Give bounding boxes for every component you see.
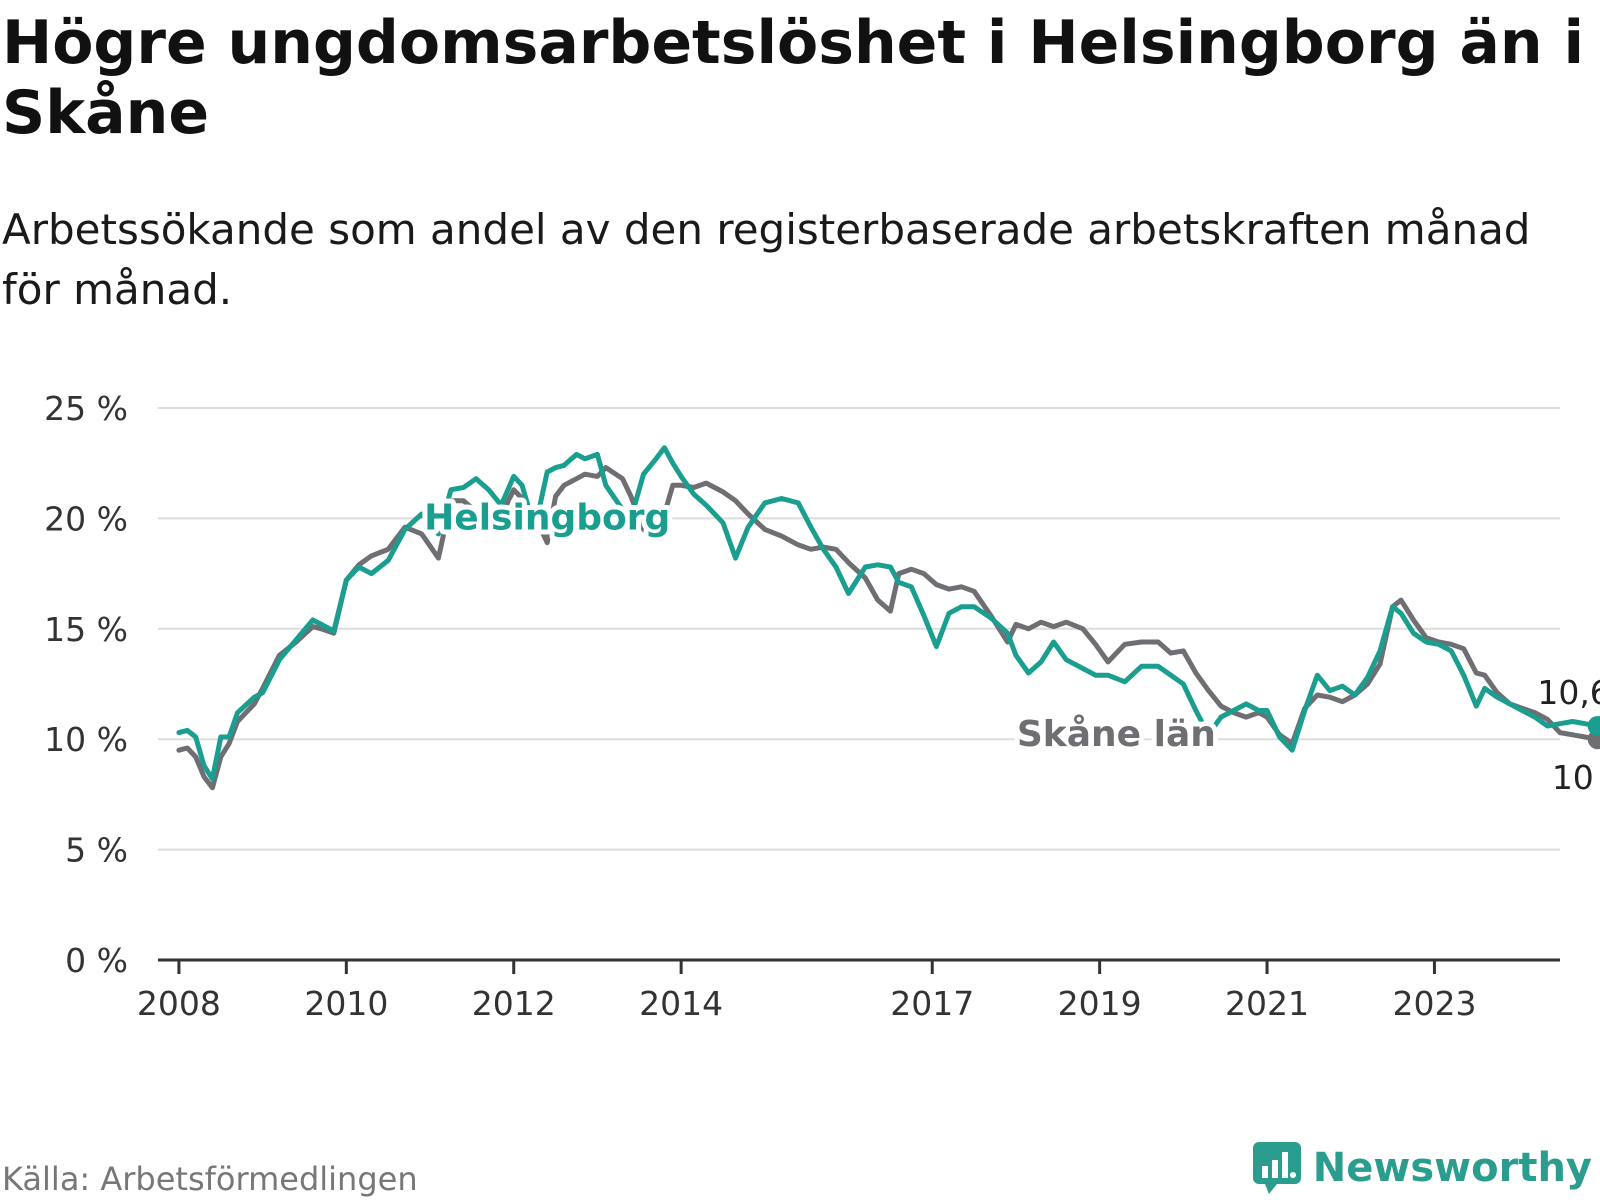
x-tick-label: 2019 [1058, 984, 1142, 1023]
chart-title: Högre ungdomsarbetslöshet i Helsingborg … [2, 8, 1585, 148]
end-value-label-skane: 10 % [1552, 758, 1600, 797]
x-tick-label: 2021 [1225, 984, 1309, 1023]
x-tick-label: 2010 [304, 984, 388, 1023]
y-axis-ticks: 0 % 5 % 10 % 15 % 20 % 25 % [44, 389, 128, 980]
brand-name: Newsworthy [1312, 1145, 1592, 1191]
chart-subtitle: Arbetssökande som andel av den registerb… [2, 205, 1531, 314]
x-axis-ticks: 2008 2010 2012 2014 2017 2019 2021 2023 [137, 958, 1560, 1023]
series-line-helsingborg [176, 445, 1600, 782]
x-tick-label: 2023 [1392, 984, 1476, 1023]
series-end-dot-helsingborg [1587, 715, 1600, 736]
source-note: Källa: Arbetsförmedlingen [2, 1160, 418, 1198]
series-labels: Helsingborg Skåne län 10,6 % 10 % [419, 492, 1600, 800]
y-tick-label: 5 % [65, 831, 128, 870]
series-label-skane: Skåne län [1017, 714, 1216, 755]
brand-logo: Newsworthy [1251, 1140, 1592, 1196]
y-tick-label: 0 % [65, 941, 128, 980]
series-lines [176, 445, 1600, 791]
x-tick-label: 2017 [890, 984, 974, 1023]
newsworthy-logo-icon [1252, 1142, 1301, 1194]
x-tick-label: 2012 [472, 984, 556, 1023]
y-tick-label: 15 % [44, 610, 128, 649]
end-value-label-helsingborg: 10,6 % [1537, 673, 1600, 712]
y-tick-label: 10 % [44, 720, 128, 759]
series-label-helsingborg: Helsingborg [424, 497, 670, 538]
x-tick-label: 2014 [639, 984, 723, 1023]
gridlines [158, 407, 1560, 851]
y-tick-label: 20 % [44, 499, 128, 538]
line-chart: 0 %5 %10 %15 %20 %25 % 2008 2010 2012 2014 2… [44, 389, 1600, 1023]
y-tick-label: 25 % [44, 389, 128, 428]
x-tick-label: 2008 [137, 984, 221, 1023]
